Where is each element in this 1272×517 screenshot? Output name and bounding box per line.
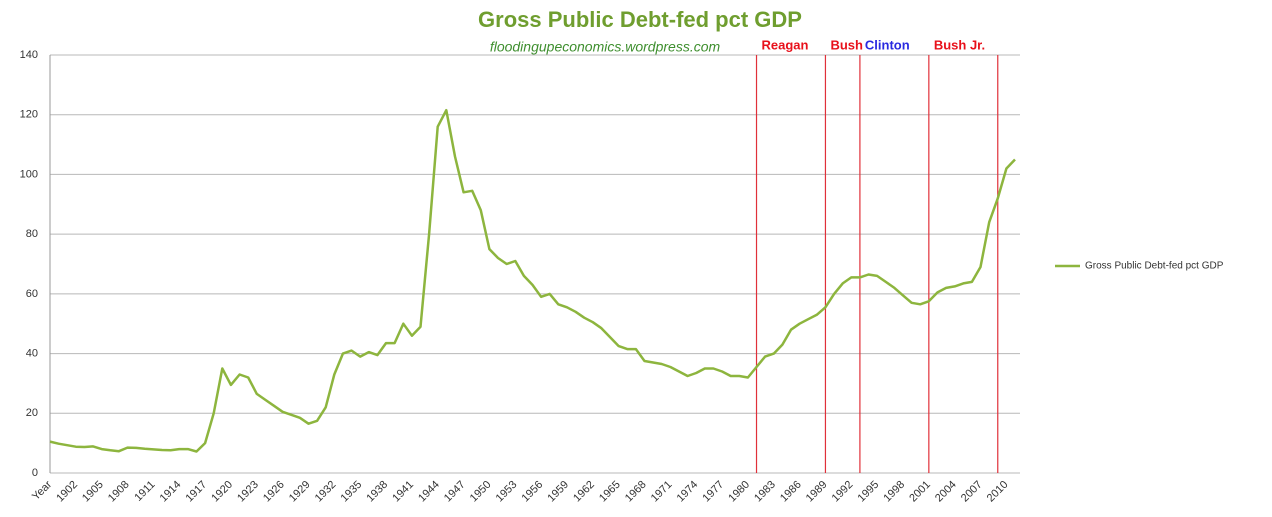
x-tick-label: 1980 — [726, 479, 752, 505]
president-label: Bush — [830, 37, 863, 52]
x-tick-label: 2007 — [959, 479, 985, 505]
y-tick-label: 60 — [26, 288, 38, 300]
y-tick-label: 0 — [32, 467, 38, 479]
x-tick-label: 1938 — [364, 479, 390, 505]
legend-label: Gross Public Debt-fed pct GDP — [1085, 261, 1224, 272]
y-tick-label: 140 — [20, 49, 38, 61]
x-tick-label: 1959 — [545, 479, 571, 505]
x-tick-label: 1977 — [700, 479, 726, 505]
x-tick-label: 2001 — [907, 479, 933, 505]
president-label: Reagan — [762, 37, 809, 52]
x-tick-label: 1974 — [675, 479, 701, 505]
x-tick-label: 1902 — [54, 479, 80, 505]
data-line — [49, 108, 1016, 453]
x-tick-label: 1992 — [830, 479, 856, 505]
x-tick-label: 1971 — [649, 479, 675, 505]
x-tick-label: 1947 — [442, 479, 468, 505]
x-tick-label: 1917 — [183, 479, 209, 505]
president-label: Clinton — [865, 37, 910, 52]
chart-title: Gross Public Debt-fed pct GDP — [478, 7, 802, 32]
x-tick-label: 1998 — [881, 479, 907, 505]
x-tick-label: 1989 — [804, 479, 830, 505]
x-tick-label: 1932 — [313, 479, 339, 505]
x-tick-label: 1944 — [416, 479, 442, 505]
x-tick-label: 1935 — [339, 479, 365, 505]
y-tick-label: 80 — [26, 228, 38, 240]
x-tick-label: 1986 — [778, 479, 804, 505]
president-label: Bush Jr. — [934, 37, 985, 52]
x-tick-label: 1956 — [519, 479, 545, 505]
chart-subtitle: floodingupeconomics.wordpress.com — [490, 39, 721, 55]
x-tick-label: 1950 — [468, 479, 494, 505]
x-tick-label: 1965 — [597, 479, 623, 505]
x-tick-label: 1929 — [287, 479, 313, 505]
y-tick-label: 100 — [20, 168, 38, 180]
y-tick-label: 120 — [20, 109, 38, 121]
y-tick-label: 20 — [26, 407, 38, 419]
x-tick-label: 1926 — [261, 479, 287, 505]
x-tick-label: Year — [30, 478, 54, 502]
x-tick-label: 1953 — [494, 479, 520, 505]
y-tick-label: 40 — [26, 347, 38, 359]
x-tick-label: 1920 — [209, 479, 235, 505]
x-tick-label: 1908 — [106, 479, 132, 505]
x-tick-label: 1968 — [623, 479, 649, 505]
x-tick-label: 2004 — [933, 479, 959, 505]
x-tick-label: 1941 — [390, 479, 416, 505]
x-tick-label: 1905 — [80, 479, 106, 505]
x-tick-label: 1983 — [752, 479, 778, 505]
x-tick-label: 1995 — [856, 479, 882, 505]
x-tick-label: 1911 — [132, 479, 157, 504]
x-tick-label: 1914 — [158, 479, 184, 505]
x-tick-label: 2010 — [985, 479, 1011, 505]
x-tick-label: 1923 — [235, 479, 261, 505]
x-tick-label: 1962 — [571, 479, 597, 505]
